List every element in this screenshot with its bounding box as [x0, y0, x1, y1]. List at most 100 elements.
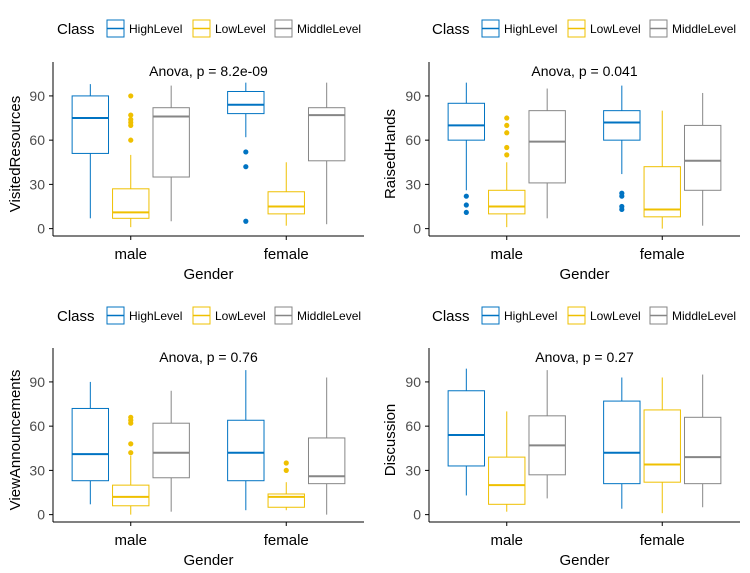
outlier-point: [243, 218, 249, 224]
x-tick-label: male: [490, 532, 523, 549]
outlier-point: [504, 152, 510, 158]
x-tick-label: male: [490, 246, 523, 263]
y-tick-label: 30: [405, 462, 421, 478]
box-iqr: [528, 110, 566, 184]
box-iqr: [683, 124, 722, 191]
legend-key-highlevel: HighLevel: [481, 19, 557, 38]
box-highlevel-male: [71, 381, 110, 505]
box-middlelevel-male: [152, 390, 190, 512]
y-tick-label: 90: [29, 374, 45, 390]
box-middlelevel-male: [152, 85, 190, 222]
outlier-point: [128, 112, 134, 118]
box-lowlevel-male: [112, 93, 150, 228]
legend-key-middlelevel: MiddleLevel: [274, 306, 361, 325]
outlier-point: [243, 164, 249, 170]
box-iqr: [447, 102, 486, 141]
box-highlevel-male: [447, 82, 486, 216]
panel-2: Class HighLevel LowLevel MiddleLevel 0 30 60 90…: [382, 19, 740, 283]
legend-label: MiddleLevel: [297, 309, 361, 323]
x-tick-label: female: [264, 246, 309, 263]
panel-1: Class HighLevel LowLevel MiddleLevel 0 30 60 90…: [7, 19, 364, 283]
x-tick-label: male: [114, 246, 147, 263]
legend-label: LowLevel: [215, 22, 266, 36]
y-tick-label: 60: [29, 418, 45, 434]
y-axis-title: Discussion: [382, 404, 399, 477]
outlier-point: [504, 122, 510, 129]
anova-annotation: Anova, p = 0.76: [159, 349, 258, 365]
y-tick-label: 0: [413, 221, 421, 237]
box-lowlevel-female: [643, 377, 681, 514]
box-middlelevel-female: [307, 82, 346, 225]
outlier-point: [463, 202, 469, 208]
box-iqr: [643, 409, 681, 483]
box-iqr: [112, 188, 150, 219]
y-tick-label: 30: [29, 462, 45, 478]
legend-label: HighLevel: [504, 22, 557, 36]
box-iqr: [112, 484, 150, 507]
outlier-point: [504, 130, 510, 136]
y-axis-title: VisitedResources: [7, 96, 24, 212]
box-iqr: [683, 416, 722, 485]
y-tick-label: 30: [405, 176, 421, 192]
box-iqr: [307, 107, 346, 162]
outlier-point: [283, 460, 289, 466]
legend-label: LowLevel: [590, 309, 641, 323]
y-tick-label: 0: [37, 221, 45, 237]
y-tick-label: 90: [405, 88, 421, 104]
y-axis-title: RaisedHands: [382, 109, 399, 199]
box-iqr: [447, 390, 486, 467]
outlier-point: [619, 193, 625, 199]
legend-key-lowlevel: LowLevel: [567, 306, 641, 325]
legend-key-middlelevel: MiddleLevel: [649, 19, 736, 38]
box-lowlevel-male: [488, 115, 526, 228]
box-iqr: [71, 407, 110, 482]
x-tick-label: female: [264, 532, 309, 549]
box-iqr: [603, 110, 641, 141]
outlier-point: [128, 122, 134, 129]
box-lowlevel-male: [112, 414, 150, 515]
box-iqr: [152, 107, 190, 178]
box-highlevel-female: [227, 82, 265, 224]
legend-label: HighLevel: [129, 309, 182, 323]
outlier-point: [463, 209, 469, 216]
box-iqr: [488, 189, 526, 215]
legend-label: HighLevel: [504, 309, 557, 323]
box-iqr: [152, 422, 190, 479]
box-lowlevel-female: [643, 110, 681, 229]
legend-key-highlevel: HighLevel: [106, 19, 182, 38]
y-tick-label: 60: [405, 418, 421, 434]
box-lowlevel-female: [267, 460, 305, 511]
outlier-point: [128, 93, 134, 99]
box-highlevel-female: [227, 370, 265, 511]
legend-label: MiddleLevel: [672, 309, 736, 323]
legend: Class HighLevel LowLevel MiddleLevel: [57, 306, 361, 325]
legend-key-lowlevel: LowLevel: [192, 19, 266, 38]
legend-key-highlevel: HighLevel: [106, 306, 182, 325]
legend: Class HighLevel LowLevel MiddleLevel: [432, 19, 736, 38]
panel-4: Class HighLevel LowLevel MiddleLevel 0 30 60 90…: [382, 306, 740, 569]
legend-key-middlelevel: MiddleLevel: [274, 19, 361, 38]
anova-annotation: Anova, p = 0.27: [535, 349, 634, 365]
x-tick-label: female: [640, 246, 685, 263]
outlier-point: [128, 137, 134, 143]
box-middlelevel-female: [307, 377, 346, 515]
outlier-point: [463, 193, 469, 199]
outlier-point: [243, 149, 249, 155]
box-iqr: [267, 191, 305, 215]
x-axis-title: Gender: [559, 552, 609, 569]
box-highlevel-female: [603, 377, 641, 509]
y-tick-label: 60: [405, 132, 421, 148]
legend-title: Class: [57, 308, 95, 325]
outlier-point: [283, 467, 289, 473]
legend: Class HighLevel LowLevel MiddleLevel: [57, 19, 361, 38]
panel-3: Class HighLevel LowLevel MiddleLevel 0 30 60 90…: [7, 306, 364, 569]
x-tick-label: female: [640, 532, 685, 549]
legend-key-middlelevel: MiddleLevel: [649, 306, 736, 325]
legend-key-lowlevel: LowLevel: [192, 306, 266, 325]
box-middlelevel-female: [683, 92, 722, 226]
outlier-point: [128, 420, 134, 426]
outlier-point: [504, 144, 510, 151]
y-tick-label: 60: [29, 132, 45, 148]
box-iqr: [227, 419, 265, 482]
outlier-point: [504, 115, 510, 121]
